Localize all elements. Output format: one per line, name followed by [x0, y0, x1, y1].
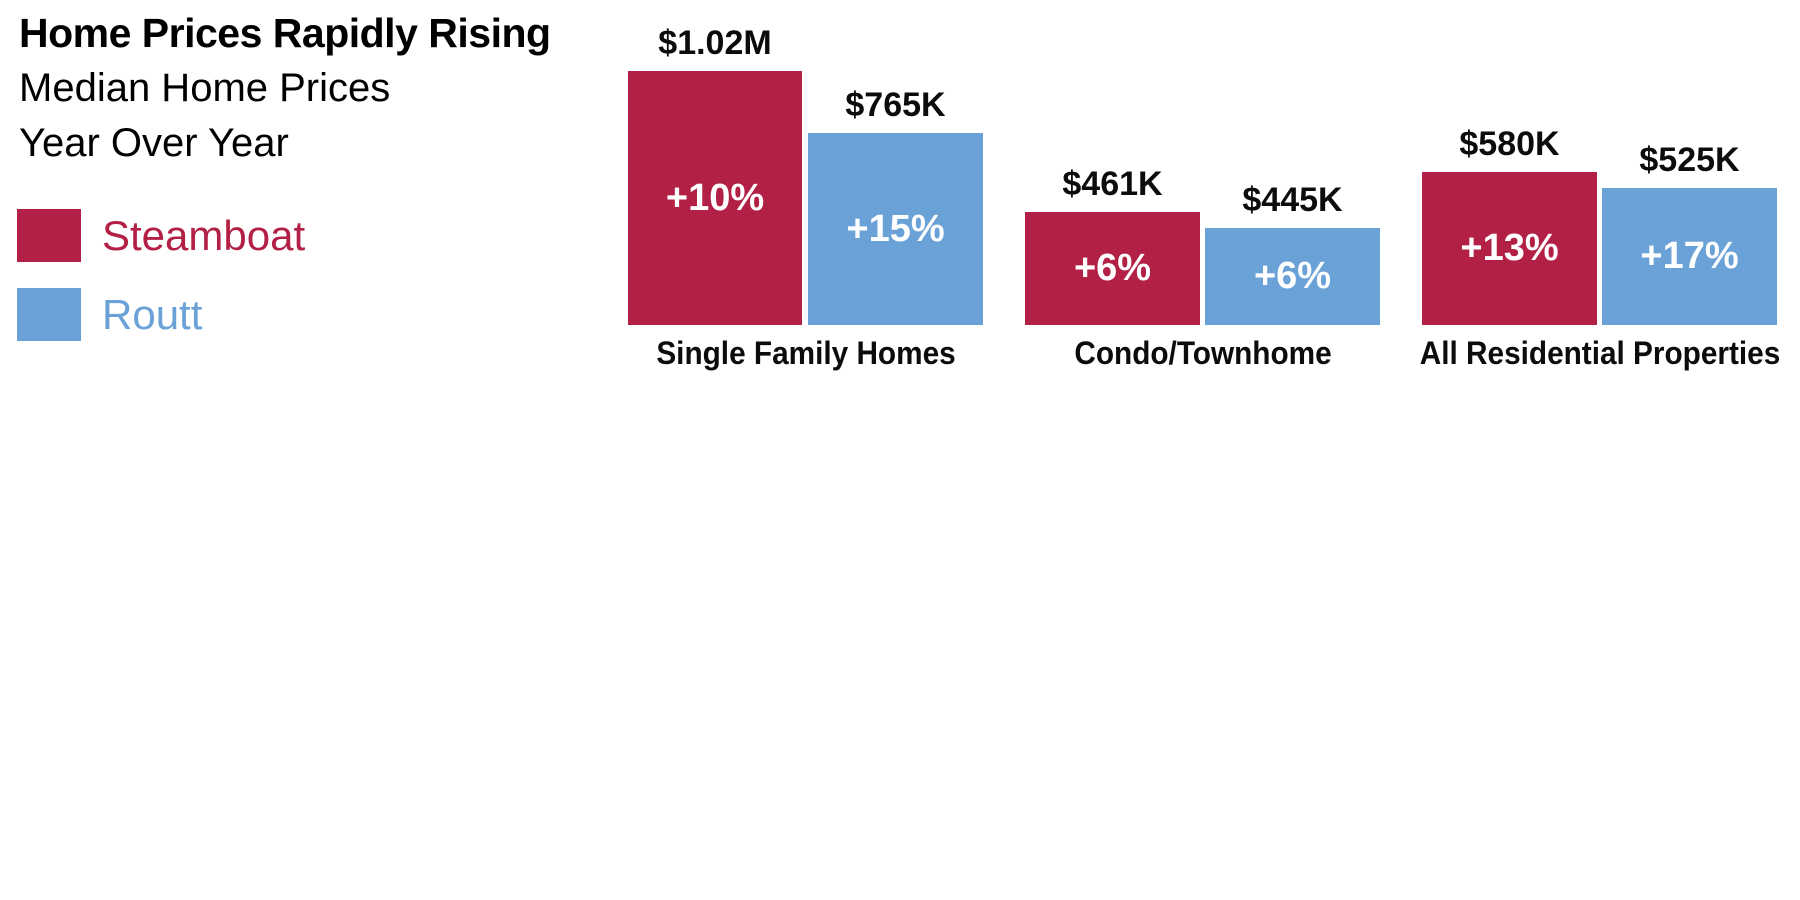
legend-item-steamboat: Steamboat: [17, 209, 305, 262]
subtitle-line-2: Year Over Year: [19, 121, 289, 165]
legend-swatch-steamboat: [17, 209, 81, 262]
bar-routt-single-family-homes: +15%: [808, 133, 983, 325]
legend-item-routt: Routt: [17, 288, 305, 341]
price-label-routt-condo-townhome: $445K: [1242, 181, 1343, 219]
bar-steamboat-single-family-homes: +10%: [628, 71, 802, 325]
legend-swatch-routt: [17, 288, 81, 341]
chart-title: Home Prices Rapidly Rising: [19, 10, 551, 56]
bar-routt-all-residential-properties: +17%: [1602, 188, 1777, 325]
bar-steamboat-condo-townhome: +6%: [1025, 212, 1200, 325]
price-label-steamboat-single-family-homes: $1.02M: [658, 24, 772, 62]
category-label-single-family-homes: Single Family Homes: [656, 335, 956, 371]
price-label-routt-all-residential-properties: $525K: [1639, 141, 1740, 179]
pct-change-label-routt-all-residential-properties: +17%: [1640, 235, 1739, 277]
legend: Steamboat Routt: [17, 209, 305, 367]
legend-label-steamboat: Steamboat: [102, 211, 306, 259]
pct-change-label-steamboat-condo-townhome: +6%: [1073, 247, 1152, 289]
price-label-steamboat-all-residential-properties: $580K: [1459, 125, 1560, 163]
subtitle-line-1: Median Home Prices: [19, 66, 391, 110]
pct-change-label-routt-condo-townhome: +6%: [1253, 255, 1332, 297]
bar-routt-condo-townhome: +6%: [1205, 228, 1380, 325]
chart-subtitle: Median Home Prices Year Over Year: [19, 61, 390, 171]
legend-label-routt: Routt: [102, 290, 203, 338]
price-label-routt-single-family-homes: $765K: [845, 86, 946, 124]
pct-change-label-steamboat-single-family-homes: +10%: [665, 176, 765, 219]
bar-steamboat-all-residential-properties: +13%: [1422, 172, 1597, 325]
price-label-steamboat-condo-townhome: $461K: [1062, 165, 1163, 203]
pct-change-label-routt-single-family-homes: +15%: [846, 207, 945, 250]
category-label-all-residential-properties: All Residential Properties: [1419, 335, 1781, 371]
category-label-condo-townhome: Condo/Townhome: [1074, 335, 1332, 371]
pct-change-label-steamboat-all-residential-properties: +13%: [1460, 227, 1559, 269]
